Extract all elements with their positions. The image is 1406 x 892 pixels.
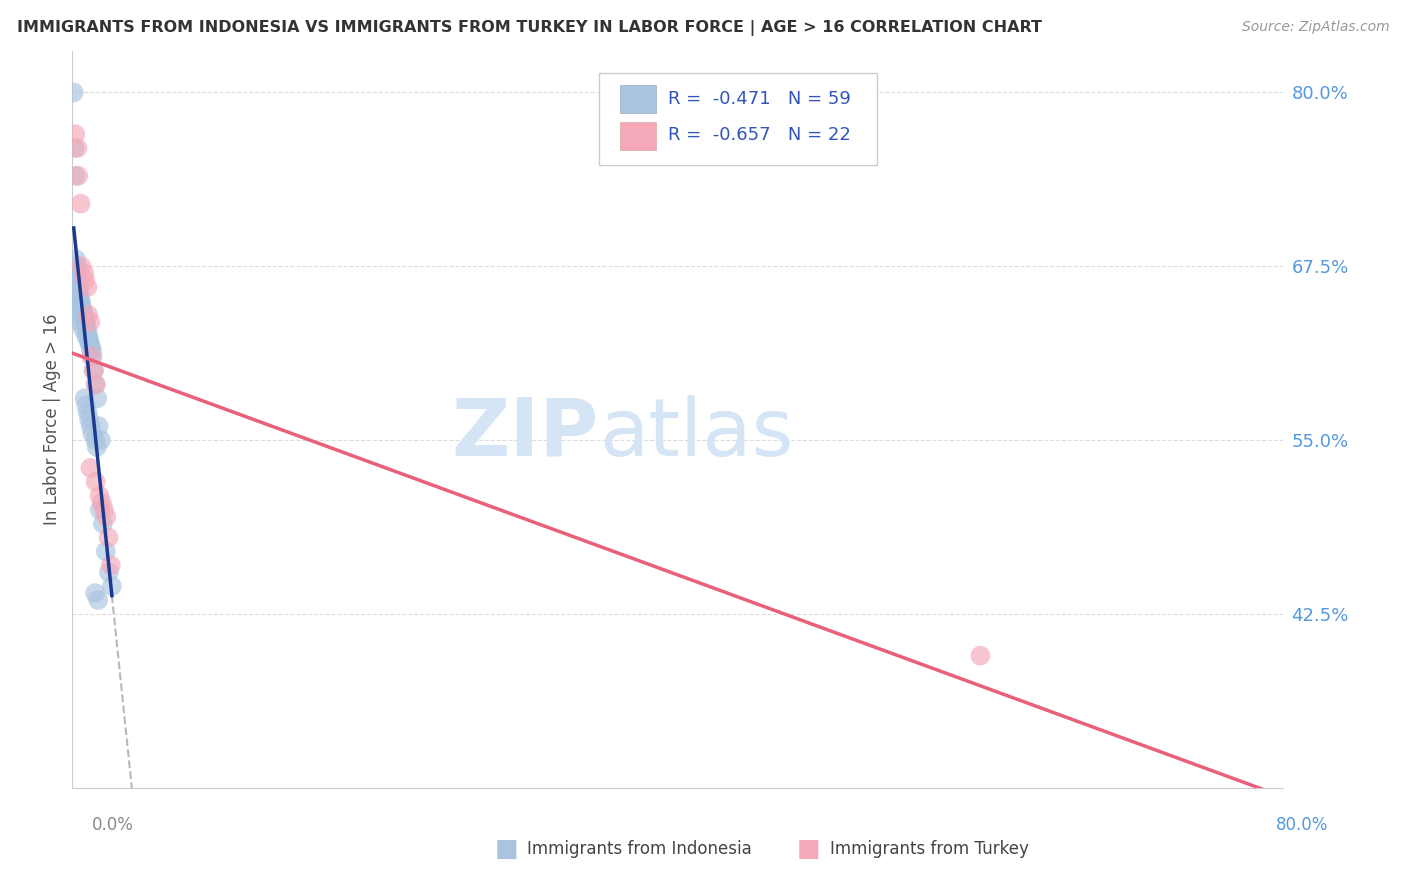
Text: IMMIGRANTS FROM INDONESIA VS IMMIGRANTS FROM TURKEY IN LABOR FORCE | AGE > 16 CO: IMMIGRANTS FROM INDONESIA VS IMMIGRANTS … <box>17 20 1042 36</box>
Point <box>72 305 94 319</box>
Point <box>62 86 84 100</box>
Point <box>86 440 108 454</box>
Point <box>67 169 90 183</box>
Point <box>97 531 120 545</box>
Point <box>94 544 117 558</box>
Point <box>67 273 90 287</box>
Bar <box>620 86 655 113</box>
Point <box>77 328 100 343</box>
Point <box>69 315 91 329</box>
Point <box>77 332 100 346</box>
Point <box>82 426 104 441</box>
Point <box>97 566 120 580</box>
Point <box>75 398 97 412</box>
Point <box>80 350 103 364</box>
Point <box>76 405 98 419</box>
Point <box>69 293 91 308</box>
FancyBboxPatch shape <box>599 73 877 165</box>
Point <box>84 377 107 392</box>
Point <box>75 328 97 343</box>
Text: Source: ZipAtlas.com: Source: ZipAtlas.com <box>1241 20 1389 34</box>
Point <box>76 280 98 294</box>
Point <box>70 297 93 311</box>
Point <box>101 579 124 593</box>
Point <box>90 433 112 447</box>
Point <box>89 502 111 516</box>
Point <box>69 196 91 211</box>
Point <box>70 259 93 273</box>
Point <box>73 392 96 406</box>
Point <box>66 308 89 322</box>
Point <box>79 338 101 352</box>
Point <box>77 412 100 426</box>
Point <box>69 287 91 301</box>
Text: Immigrants from Turkey: Immigrants from Turkey <box>830 840 1028 858</box>
Point <box>75 316 97 330</box>
Point <box>69 293 91 308</box>
Point <box>79 315 101 329</box>
Point <box>65 252 87 267</box>
Point <box>66 280 89 294</box>
Point <box>84 475 107 489</box>
Point <box>76 325 98 339</box>
Point <box>84 586 107 600</box>
Point <box>100 558 122 573</box>
Point <box>83 363 105 377</box>
Point <box>969 648 991 663</box>
Point <box>63 141 86 155</box>
Point <box>75 273 97 287</box>
Text: R =  -0.657   N = 22: R = -0.657 N = 22 <box>668 127 851 145</box>
Point <box>82 350 104 364</box>
Point <box>72 308 94 322</box>
Bar <box>620 122 655 150</box>
Point <box>72 308 94 322</box>
Point <box>87 593 110 607</box>
Y-axis label: In Labor Force | Age > 16: In Labor Force | Age > 16 <box>44 313 60 525</box>
Point <box>67 280 90 294</box>
Point <box>89 489 111 503</box>
Point <box>70 301 93 315</box>
Text: 80.0%: 80.0% <box>1277 816 1329 834</box>
Point <box>66 141 89 155</box>
Point <box>84 377 107 392</box>
Point <box>73 310 96 325</box>
Point <box>73 266 96 280</box>
Point <box>63 266 86 280</box>
Point <box>67 287 90 301</box>
Text: ZIP: ZIP <box>451 395 599 473</box>
Text: ■: ■ <box>797 838 820 861</box>
Text: R =  -0.471   N = 59: R = -0.471 N = 59 <box>668 89 851 108</box>
Point <box>77 335 100 350</box>
Point <box>90 496 112 510</box>
Point <box>87 419 110 434</box>
Point <box>80 343 103 357</box>
Point <box>84 433 107 447</box>
Point <box>80 419 103 434</box>
Point <box>86 392 108 406</box>
Point <box>76 322 98 336</box>
Point <box>93 502 115 516</box>
Point <box>65 273 87 287</box>
Point <box>70 301 93 315</box>
Point <box>63 293 86 308</box>
Point <box>80 343 103 357</box>
Point <box>65 169 87 183</box>
Text: 0.0%: 0.0% <box>91 816 134 834</box>
Point <box>65 127 87 141</box>
Point <box>75 313 97 327</box>
Text: atlas: atlas <box>599 395 793 473</box>
Point <box>77 308 100 322</box>
Text: Immigrants from Indonesia: Immigrants from Indonesia <box>527 840 752 858</box>
Point <box>82 363 104 377</box>
Point <box>66 259 89 273</box>
Point <box>79 335 101 350</box>
Point <box>91 516 114 531</box>
Point <box>96 509 118 524</box>
Point <box>72 322 94 336</box>
Point <box>66 266 89 280</box>
Point <box>79 461 101 475</box>
Text: ■: ■ <box>495 838 517 861</box>
